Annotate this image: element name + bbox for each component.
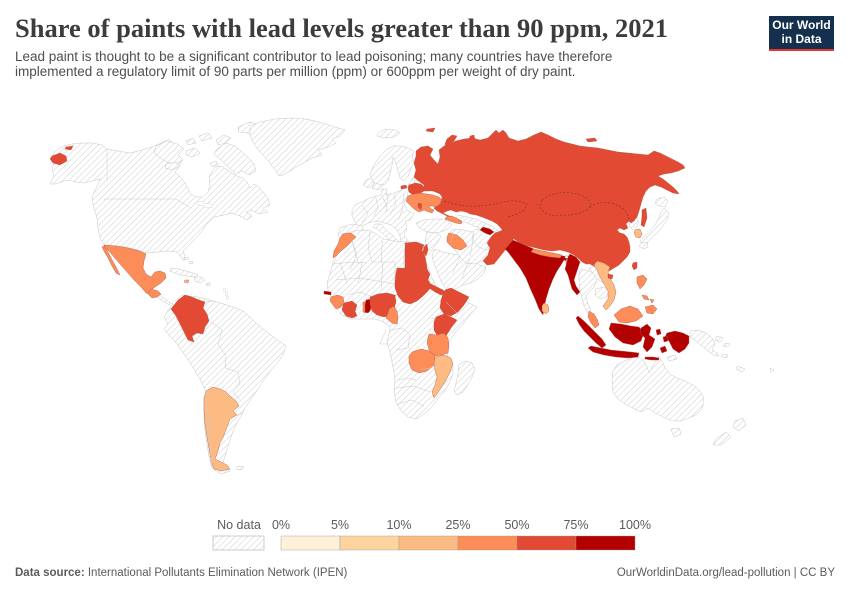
svg-text:25%: 25% <box>445 518 470 532</box>
svg-text:0%: 0% <box>272 518 290 532</box>
svg-text:75%: 75% <box>563 518 588 532</box>
svg-text:100%: 100% <box>619 518 651 532</box>
svg-text:50%: 50% <box>504 518 529 532</box>
svg-text:No data: No data <box>217 518 261 532</box>
svg-text:5%: 5% <box>331 518 349 532</box>
svg-text:10%: 10% <box>386 518 411 532</box>
